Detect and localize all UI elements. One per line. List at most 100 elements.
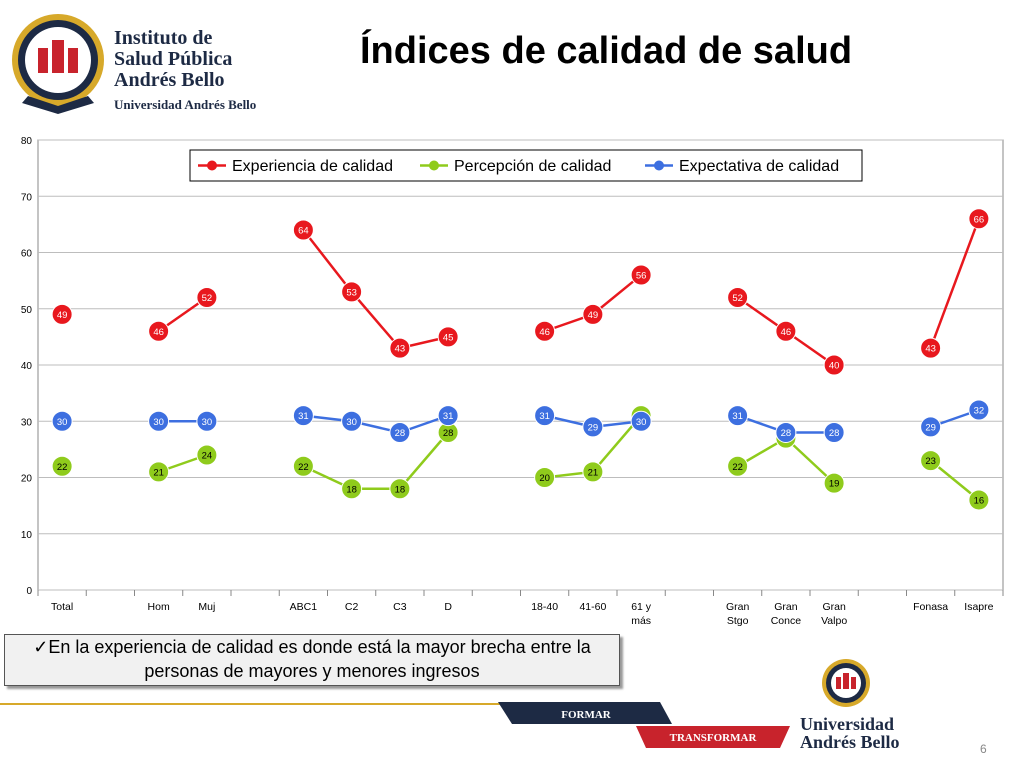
data-label: 18 [395, 484, 406, 495]
x-tick-label: Muj [198, 601, 215, 613]
y-tick-label: 0 [26, 586, 32, 597]
university-seal-icon [822, 659, 870, 707]
data-label: 31 [732, 411, 743, 422]
data-label: 18 [346, 484, 357, 495]
x-tick-label: Isapre [964, 601, 993, 613]
formar-ribbon [498, 702, 672, 724]
institute-name: Instituto de Salud Pública Andrés Bello … [114, 28, 256, 113]
data-point [51, 303, 73, 325]
data-label: 64 [298, 226, 309, 237]
data-label: 29 [588, 422, 599, 433]
legend-swatch-marker [207, 160, 217, 171]
data-point [341, 410, 363, 432]
data-label: 30 [153, 417, 164, 428]
y-tick-label: 10 [21, 530, 33, 541]
data-point [727, 287, 749, 308]
data-point [968, 399, 990, 421]
data-label: 66 [974, 214, 985, 225]
data-point [148, 461, 170, 483]
transformar-label: TRANSFORMAR [670, 732, 758, 744]
formar-label: FORMAR [561, 709, 612, 721]
x-tick-label: D [444, 601, 452, 613]
x-tick-label: C2 [345, 601, 359, 613]
x-tick-label: Hom [148, 601, 170, 613]
data-point [582, 461, 604, 483]
institute-seal-icon [12, 14, 104, 114]
data-point [775, 422, 797, 443]
legend-swatch-marker [429, 160, 439, 171]
data-point [437, 326, 459, 348]
data-point [292, 455, 314, 477]
footer-band: FORMAR TRANSFORMAR [0, 702, 790, 748]
data-point [389, 478, 411, 500]
data-label: 22 [298, 462, 309, 473]
series-line [302, 229, 449, 350]
x-tick-label: Fonasa [913, 601, 948, 613]
legend-swatch-marker [654, 160, 664, 171]
data-label: 24 [202, 451, 213, 462]
data-point [534, 405, 556, 427]
data-point [148, 320, 170, 342]
x-tick-label: Gran Conce [771, 601, 802, 627]
data-point [341, 281, 363, 303]
data-point [630, 410, 652, 432]
y-tick-label: 20 [21, 474, 33, 485]
page-number: 6 [980, 742, 987, 756]
y-tick-label: 70 [21, 192, 33, 203]
data-label: 46 [539, 327, 550, 338]
university-logo [790, 655, 910, 755]
x-tick-label: Total [51, 601, 73, 613]
data-point [292, 405, 314, 427]
x-tick-label: Gran Valpo [821, 601, 847, 627]
series-line [929, 218, 981, 349]
y-tick-label: 80 [21, 136, 33, 147]
legend-label: Expectativa de calidad [679, 158, 839, 175]
university-name: Universidad Andrés Bello [800, 715, 900, 751]
legend-box [189, 149, 863, 182]
data-label: 20 [539, 473, 550, 484]
data-label: 19 [829, 479, 840, 490]
series-line [302, 431, 450, 490]
data-label: 46 [781, 327, 792, 338]
legend: Experiencia de calidad Percepción de cali… [189, 149, 863, 182]
data-label: 30 [57, 417, 68, 428]
data-label: 22 [732, 462, 743, 473]
data-label: 40 [829, 361, 840, 372]
data-label: 30 [636, 417, 647, 428]
institute-logo: Instituto de Salud Pública Andrés Bello … [8, 8, 268, 118]
data-label: 32 [974, 406, 985, 417]
data-point [51, 410, 73, 432]
data-label: 28 [781, 428, 792, 439]
x-tick-label: 41-60 [579, 601, 606, 613]
transformar-ribbon [636, 726, 790, 748]
data-label: 49 [57, 310, 68, 321]
data-label: 31 [539, 411, 550, 422]
data-label: 31 [443, 411, 454, 422]
data-label: 23 [925, 456, 936, 467]
x-tick-label: 61 y más [631, 601, 652, 627]
data-point [341, 478, 363, 500]
x-tick-label: 18-40 [531, 601, 558, 613]
data-label: 43 [925, 344, 936, 355]
data-label: 28 [395, 428, 406, 439]
data-point [196, 444, 218, 466]
data-label: 30 [202, 417, 213, 428]
data-point [437, 405, 459, 427]
slide-title: Índices de calidad de salud [360, 30, 853, 72]
data-point [51, 455, 73, 477]
x-tick-label: ABC1 [290, 601, 318, 613]
legend-label: Percepción de calidad [454, 158, 611, 175]
legend-label: Experiencia de calidad [232, 158, 393, 175]
data-label: 29 [925, 422, 936, 433]
data-label: 21 [153, 467, 164, 478]
data-point [968, 208, 990, 230]
data-point [148, 410, 170, 432]
data-point [823, 422, 845, 443]
logo-line-3: Andrés Bello [114, 69, 225, 91]
data-point [920, 416, 942, 438]
data-point [968, 489, 990, 511]
data-label: 53 [346, 287, 357, 298]
data-label: 28 [829, 428, 840, 439]
data-point [389, 422, 411, 443]
data-label: 22 [57, 462, 68, 473]
